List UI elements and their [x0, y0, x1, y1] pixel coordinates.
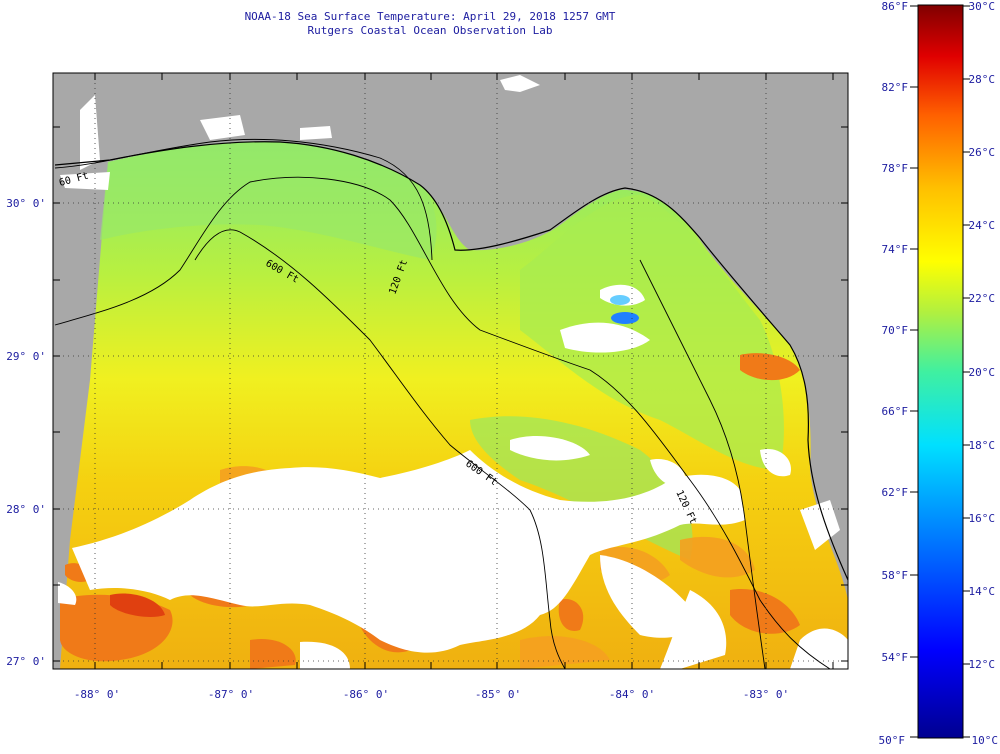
- celsius-label: 14°C: [969, 585, 996, 598]
- lon-label: -83° 0': [743, 688, 789, 701]
- lon-label: -87° 0': [208, 688, 254, 701]
- celsius-label: 16°C: [969, 512, 996, 525]
- fahrenheit-label: 66°F: [882, 405, 909, 418]
- celsius-label: 12°C: [969, 658, 996, 671]
- map-frame: [52, 72, 849, 670]
- celsius-label: 24°C: [969, 219, 996, 232]
- lat-label: 29° 0': [6, 350, 46, 363]
- map-subtitle: Rutgers Coastal Ocean Observation Lab: [307, 24, 553, 37]
- celsius-label: 26°C: [969, 146, 996, 159]
- fahrenheit-label: 50°F: [879, 734, 906, 747]
- isobaths: [54, 138, 831, 669]
- fahrenheit-label: 82°F: [882, 81, 909, 94]
- fahrenheit-label: 74°F: [882, 243, 909, 256]
- colorbar: [917, 4, 964, 739]
- lat-label: 28° 0': [6, 503, 46, 516]
- lon-label: -88° 0': [74, 688, 120, 701]
- celsius-label: 28°C: [969, 73, 996, 86]
- axis-ticks: [53, 73, 848, 669]
- coastline: [54, 141, 848, 581]
- fahrenheit-label: 86°F: [882, 0, 909, 13]
- map-title: NOAA-18 Sea Surface Temperature: April 2…: [244, 10, 616, 23]
- fahrenheit-label: 70°F: [882, 324, 909, 337]
- fahrenheit-label: 62°F: [882, 486, 909, 499]
- lon-label: -85° 0': [475, 688, 521, 701]
- lon-label: -86° 0': [343, 688, 389, 701]
- celsius-label: 10°C: [972, 734, 999, 747]
- fahrenheit-label: 78°F: [882, 162, 909, 175]
- lat-label: 27° 0': [6, 655, 46, 668]
- celsius-label: 18°C: [969, 439, 996, 452]
- celsius-label: 20°C: [969, 366, 996, 379]
- celsius-label: 22°C: [969, 292, 996, 305]
- lat-label: 30° 0': [6, 197, 46, 210]
- cloud-cover: [58, 284, 848, 669]
- colorbar-ticks: [910, 5, 970, 738]
- fahrenheit-label: 54°F: [882, 651, 909, 664]
- lon-label: -84° 0': [609, 688, 655, 701]
- fahrenheit-label: 58°F: [882, 569, 909, 582]
- celsius-label: 30°C: [969, 0, 996, 13]
